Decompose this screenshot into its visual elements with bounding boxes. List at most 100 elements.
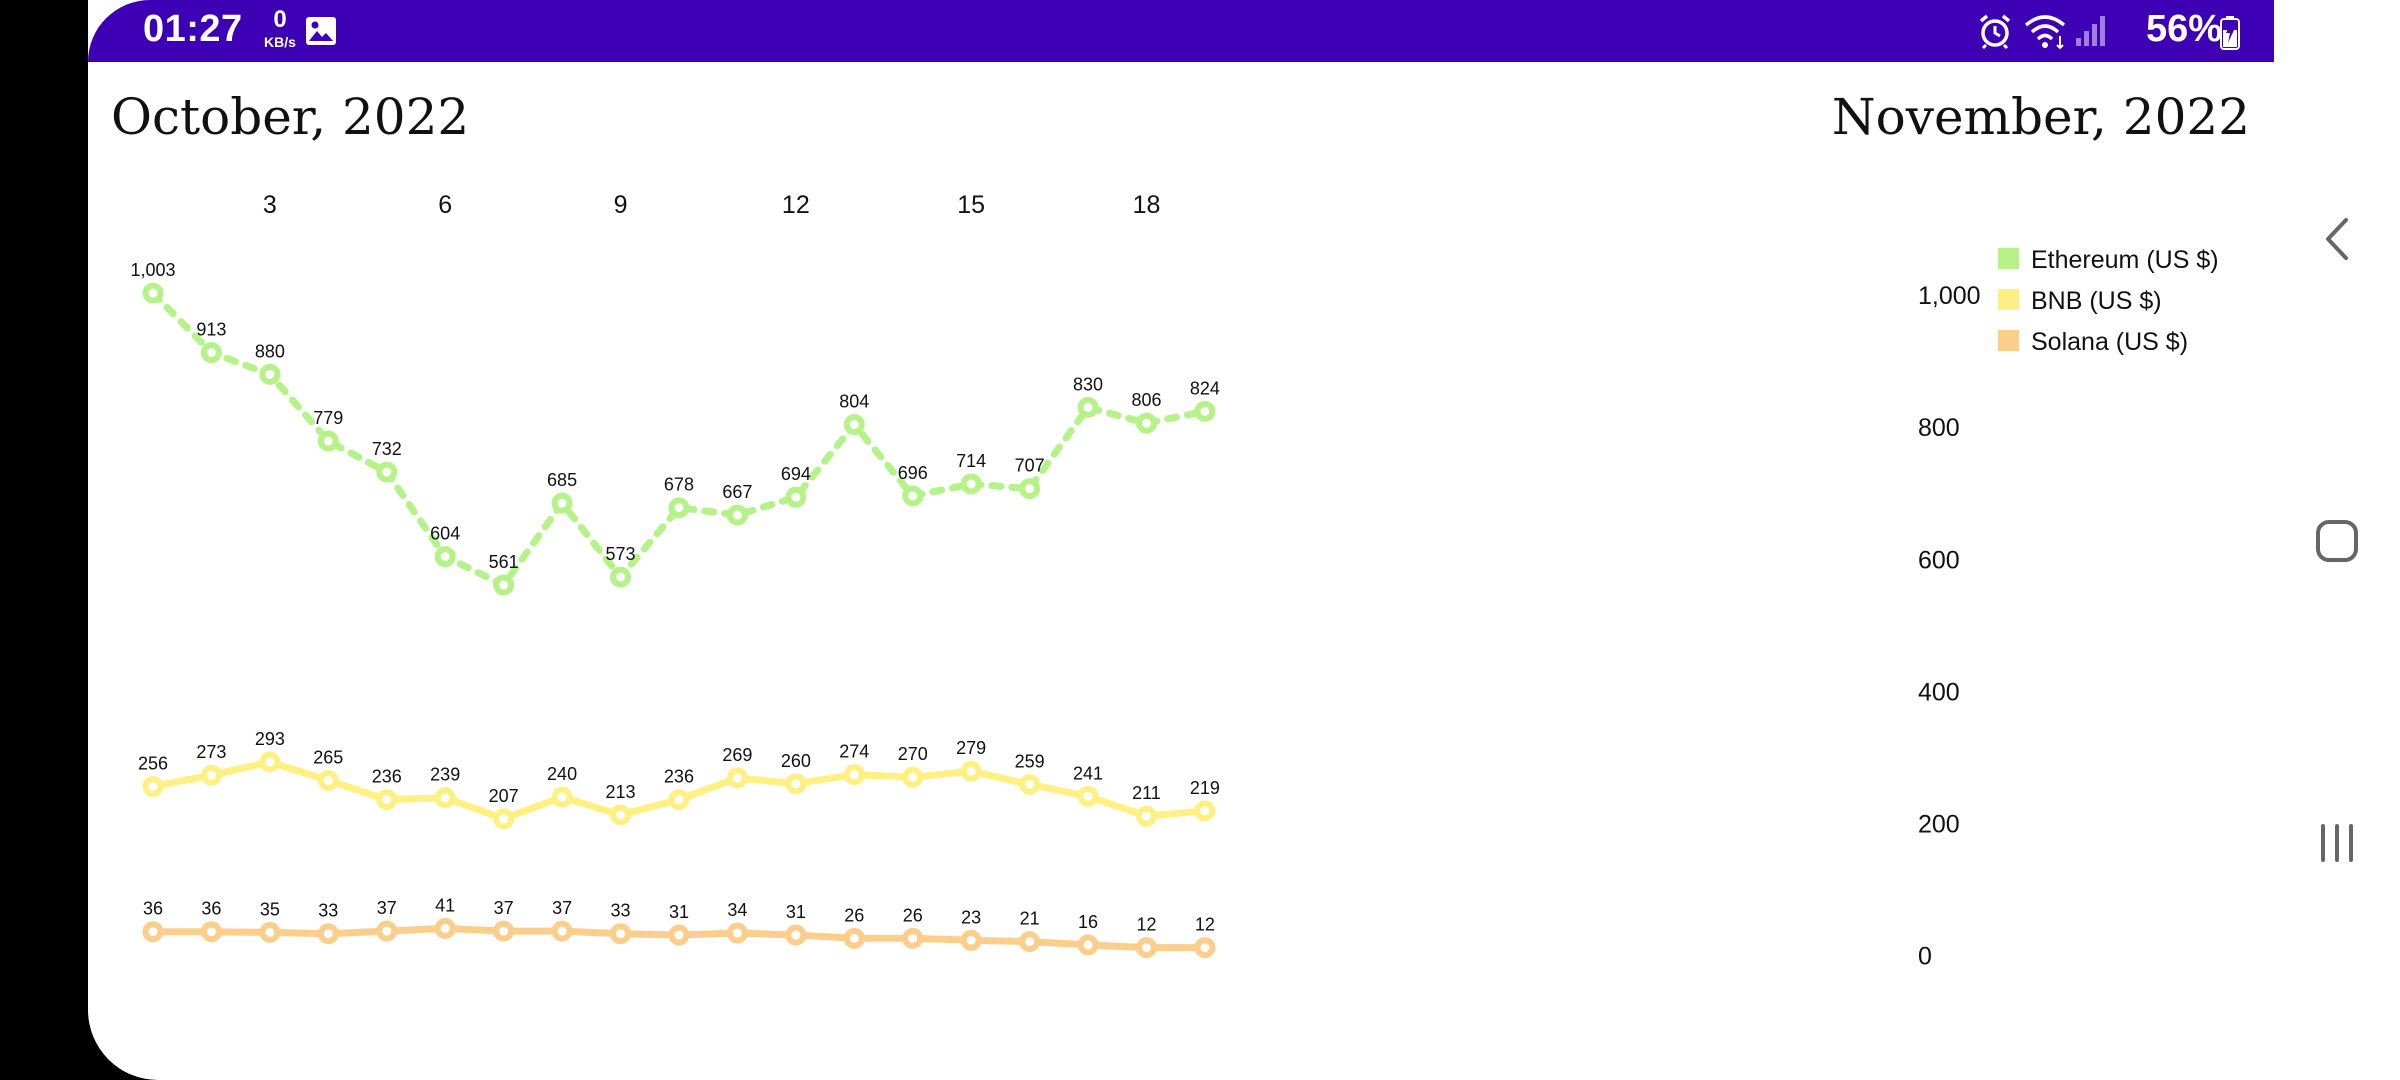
data-label: 37 [494,898,514,918]
crypto-price-chart: 3 6 9 12 15 1802004006008001,0001,00391388077… [130,191,2219,971]
battery-level: 56% [2145,8,2222,50]
data-point [376,789,398,811]
data-label: 34 [727,900,747,920]
data-label: 824 [1190,378,1220,398]
data-label: 236 [372,767,402,787]
data-label: 12 [1136,915,1156,935]
next-month-title: November, 2022 [1831,88,2250,146]
wifi-icon [2023,12,2067,55]
data-label: 211 [1132,783,1161,803]
data-point [142,282,164,304]
data-label: 707 [1015,456,1045,476]
home-button[interactable] [2304,508,2370,574]
data-point [493,920,515,942]
current-month-title: October, 2022 [111,88,470,146]
data-point [902,766,924,788]
data-label: 604 [430,524,460,544]
data-label: 273 [196,742,226,762]
data-point [668,924,690,946]
app-screen: 01:27 0 KB/s 56% October, 2022 November,… [88,0,2274,1080]
data-point [1077,396,1099,418]
data-label: 270 [898,744,928,764]
data-label: 830 [1073,374,1103,394]
x-tick-label: 15 [957,191,985,219]
y-tick-label: 400 [1918,678,1960,706]
data-label: 16 [1078,912,1098,932]
data-point [434,546,456,568]
navigation-bar [2274,0,2400,1080]
home-icon [2316,520,2358,562]
data-label: 12 [1195,915,1215,935]
y-tick-label: 0 [1918,943,1932,971]
data-label: 293 [255,729,285,749]
data-label: 37 [377,898,397,918]
data-point [200,921,222,943]
back-button[interactable] [2304,206,2370,272]
data-point [785,773,807,795]
data-label: 265 [313,747,343,767]
data-point [317,430,339,452]
y-tick-label: 200 [1918,810,1960,838]
legend-label: Ethereum (US $) [2031,246,2219,274]
data-point [960,929,982,951]
data-point [1135,412,1157,434]
data-point [142,775,164,797]
data-label: 31 [669,902,689,922]
data-point [317,923,339,945]
back-icon [2326,218,2348,260]
data-point [1077,785,1099,807]
data-point [551,786,573,808]
data-point [259,751,281,773]
data-label: 694 [781,464,811,484]
data-label: 696 [898,463,928,483]
data-label: 804 [839,392,869,412]
data-point [960,760,982,782]
data-label: 239 [430,765,460,785]
data-point [259,363,281,385]
data-point [610,804,632,826]
legend-swatch [1998,330,2019,351]
data-point [1019,931,1041,953]
data-point [960,473,982,495]
data-label: 31 [786,902,806,922]
data-point [902,927,924,949]
data-point [1077,934,1099,956]
data-point [843,414,865,436]
data-speed-value: 0 [273,6,287,33]
data-point [1135,805,1157,827]
data-label: 35 [260,899,280,919]
y-tick-label: 600 [1918,546,1960,574]
data-label: 667 [722,482,752,502]
data-label: 37 [552,898,572,918]
battery-charging-icon [2220,16,2240,55]
data-point [376,461,398,483]
data-point [1135,937,1157,959]
data-label: 269 [722,745,752,765]
data-point [1019,478,1041,500]
data-label: 259 [1015,751,1045,771]
data-point [200,764,222,786]
status-bar: 01:27 0 KB/s 56% [88,0,2274,62]
data-label: 26 [844,905,864,925]
data-point [785,924,807,946]
data-point [317,769,339,791]
data-point [434,787,456,809]
data-point [493,574,515,596]
data-point [726,767,748,789]
data-label: 41 [435,895,455,915]
data-point [668,789,690,811]
data-point [1194,800,1216,822]
data-point [200,342,222,364]
data-point [902,485,924,507]
recents-button[interactable] [2304,810,2370,876]
data-speed-unit: KB/s [264,34,296,50]
data-point [843,764,865,786]
y-tick-label: 800 [1918,414,1960,442]
data-label: 279 [956,738,986,758]
data-label: 678 [664,475,694,495]
data-point [843,927,865,949]
data-label: 36 [201,899,221,919]
data-label: 260 [781,751,811,771]
data-point [785,486,807,508]
data-label: 732 [372,439,402,459]
